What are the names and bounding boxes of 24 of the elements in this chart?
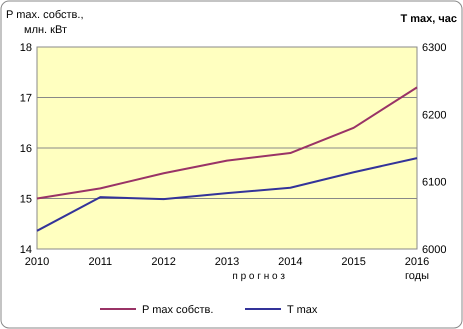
x-tick-label: 2015: [341, 256, 366, 268]
y2-tick-label: 6300: [422, 42, 446, 54]
x-tick-label: 2012: [151, 256, 176, 268]
y-tick-label: 14: [20, 244, 32, 256]
x-tick-label: 2014: [278, 256, 303, 268]
x-tick-label: 2011: [88, 256, 112, 268]
x-axis-title: годы: [405, 270, 430, 282]
line-series: [36, 86, 418, 200]
y-axis-title: P max. собств., млн. кВт: [6, 9, 84, 36]
y-tick-label: 16: [20, 143, 32, 155]
y2-tick-label: 6000: [422, 244, 446, 256]
legend-label: P max собств.: [142, 304, 214, 316]
text: п р о г н о з: [232, 271, 286, 282]
y-tick-label: 18: [20, 42, 32, 54]
y2-tick-label: 6100: [422, 176, 446, 189]
y2-tick-label: 6200: [422, 109, 446, 122]
x-tick-label: 2010: [24, 256, 50, 268]
line-series: [36, 157, 418, 232]
x-tick-label: 2013: [214, 256, 240, 268]
legend-label: T max: [287, 304, 318, 316]
x-tick-label: 2016: [404, 256, 430, 268]
y2-axis-title: T max, час: [400, 13, 457, 25]
y-tick-label: 15: [20, 194, 32, 206]
y-tick-label: 17: [20, 92, 32, 104]
